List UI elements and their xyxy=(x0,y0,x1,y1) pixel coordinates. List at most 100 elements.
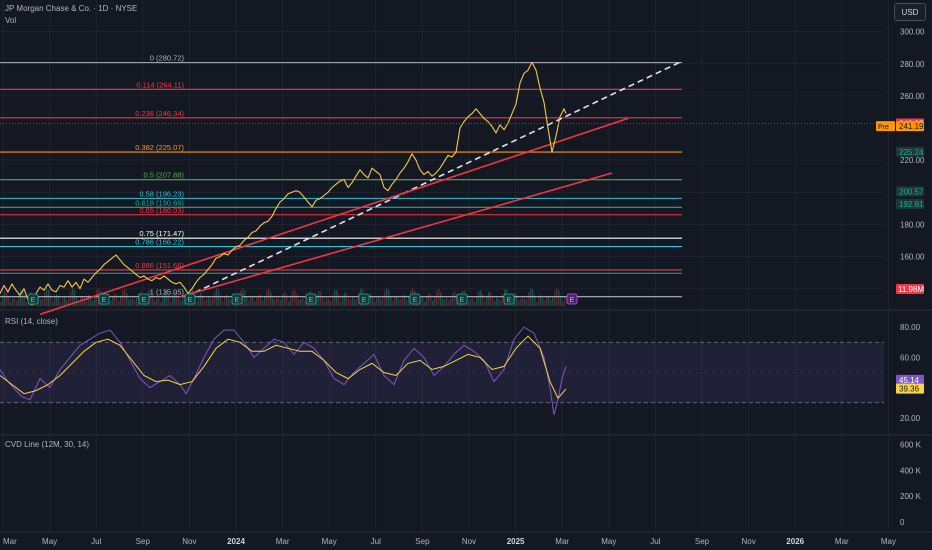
earnings-marker xyxy=(184,293,196,305)
fib-level-label: 1 (135.05) xyxy=(150,288,185,297)
volume-bar xyxy=(392,301,394,306)
volume-bar xyxy=(388,289,390,306)
volume-bar xyxy=(446,297,448,306)
volume-bar xyxy=(422,297,424,306)
volume-bar xyxy=(452,293,454,306)
price-line xyxy=(0,61,567,306)
time-axis-tick: Jul xyxy=(371,537,381,546)
volume-bar xyxy=(340,301,342,306)
volume-bar xyxy=(50,295,52,306)
rsi-axis-tick: 60.00 xyxy=(900,353,921,362)
volume-bar xyxy=(56,294,58,306)
volume-bar xyxy=(22,290,24,306)
volume-bar xyxy=(486,295,488,306)
volume-bar xyxy=(12,298,14,306)
volume-bar xyxy=(432,300,434,306)
earnings-marker xyxy=(503,293,515,305)
volume-bar xyxy=(522,296,524,306)
volume-bar xyxy=(496,297,498,306)
price-label-value: 241.19 xyxy=(899,122,924,131)
volume-bar xyxy=(420,297,422,306)
volume-bar xyxy=(370,293,372,306)
volume-bar xyxy=(292,290,294,306)
volume-bar xyxy=(92,300,94,306)
rsi-ma-line xyxy=(0,335,567,400)
earnings-marker-text: E xyxy=(188,297,193,304)
earnings-marker xyxy=(456,293,468,305)
volume-bar xyxy=(90,295,92,306)
earnings-marker-text: E xyxy=(460,297,465,304)
trendlines xyxy=(39,61,681,316)
volume-bar xyxy=(202,295,204,306)
volume-bar xyxy=(206,298,208,306)
time-axis-tick: Nov xyxy=(182,537,196,546)
volume-bar xyxy=(330,300,332,306)
volume-bar xyxy=(518,300,520,306)
volume-bar xyxy=(444,299,446,306)
time-axis-tick: May xyxy=(322,537,337,546)
earnings-marker xyxy=(358,293,370,305)
volume-bar xyxy=(536,301,538,306)
volume-bar xyxy=(346,293,348,306)
volume-bar xyxy=(150,290,152,306)
volume-bar xyxy=(562,301,564,306)
volume-bar xyxy=(404,295,406,306)
symbol-title: JP Morgan Chase & Co. · 1D · NYSE xyxy=(5,4,138,13)
volume-bar xyxy=(252,297,254,306)
volume-bar xyxy=(546,296,548,306)
volume-label-value: 11.98M xyxy=(898,285,924,294)
volume-bar xyxy=(42,298,44,306)
volume-bar xyxy=(396,295,398,306)
volume-bar xyxy=(168,294,170,306)
volume-bar xyxy=(326,298,328,306)
trendline xyxy=(39,117,629,316)
currency-button[interactable]: USD xyxy=(894,3,926,21)
volume-bar xyxy=(534,294,536,306)
fib-level-label: 0.65 (186.03) xyxy=(139,206,184,215)
volume-bar xyxy=(114,293,116,306)
volume-bar xyxy=(178,297,180,306)
price-label-value: 200.57 xyxy=(899,187,924,196)
volume-bar xyxy=(316,295,318,306)
volume-bar xyxy=(226,294,228,306)
earnings-marker xyxy=(305,293,317,305)
volume-bar xyxy=(520,298,522,306)
volume-bar xyxy=(322,296,324,306)
volume-bar xyxy=(132,297,134,306)
volume-bar xyxy=(70,290,72,306)
volume-bar xyxy=(152,295,154,306)
fib-level-label: 0.75 (171.47) xyxy=(139,229,184,238)
fibonacci-retracement: 0 (280.72) 0.114 (264.11) 0.236 (246.34) 0.… xyxy=(0,54,682,298)
volume-bar xyxy=(480,290,482,306)
volume-bar xyxy=(162,295,164,306)
volume-bar xyxy=(428,293,430,306)
volume-bar xyxy=(424,301,426,306)
volume-bar xyxy=(274,300,276,306)
volume-bar xyxy=(286,294,288,306)
volume-bar xyxy=(478,291,480,306)
time-axis-tick: Nov xyxy=(741,537,755,546)
volume-bar xyxy=(78,300,80,306)
volume-bar xyxy=(66,300,68,306)
volume-bar xyxy=(96,290,98,306)
volume-bar xyxy=(284,292,286,306)
earnings-marker-text: E xyxy=(507,297,512,304)
fib-level-label: 0.382 (225.07) xyxy=(135,143,184,152)
volume-bar xyxy=(288,301,290,306)
volume-bar xyxy=(246,296,248,306)
grid-lines xyxy=(0,0,889,532)
volume-bar xyxy=(552,297,554,306)
price-axis-tick: 260.00 xyxy=(900,92,925,101)
volume-bar xyxy=(10,301,12,306)
volume-bar xyxy=(344,292,346,306)
earnings-marker xyxy=(98,293,110,305)
volume-bar xyxy=(120,295,122,306)
volume-bar xyxy=(342,295,344,306)
volume-bar xyxy=(166,290,168,306)
volume-bar xyxy=(440,292,442,306)
volume-bar xyxy=(16,300,18,306)
earnings-marker xyxy=(231,293,243,305)
volume-bar xyxy=(48,289,50,306)
fib-level-label: 0.114 (264.11) xyxy=(136,80,184,89)
